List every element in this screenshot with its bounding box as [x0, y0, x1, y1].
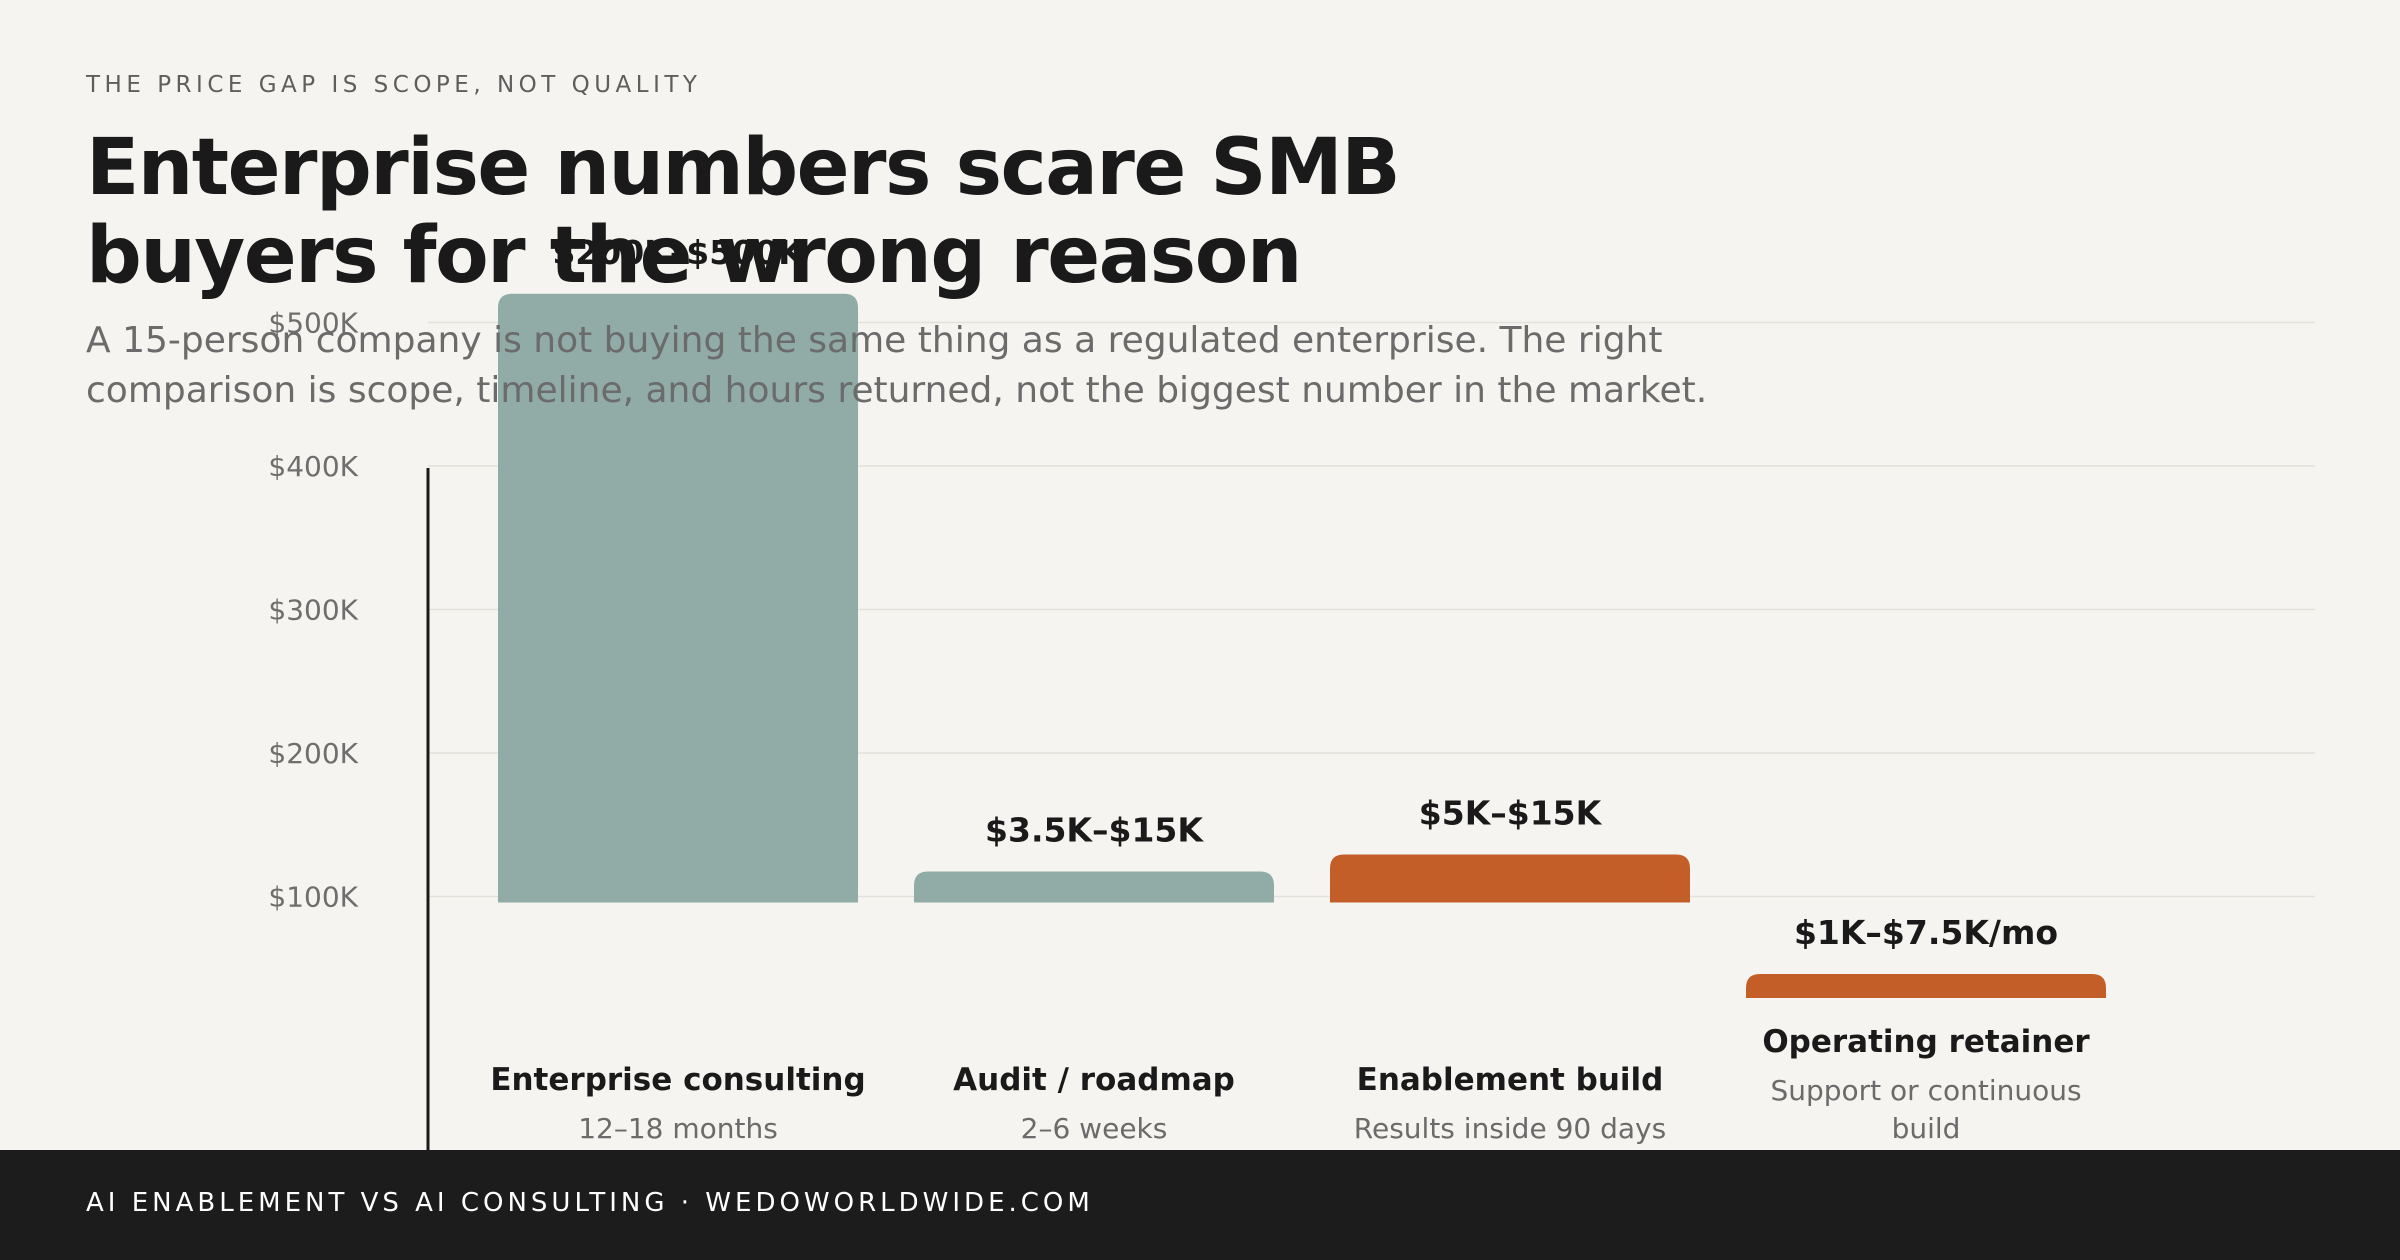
bar-3	[1330, 854, 1690, 903]
subtitle-line-2: comparison is scope, timeline, and hours…	[86, 370, 1708, 411]
bar-2	[914, 871, 1274, 903]
category-sublabel: build	[1892, 1112, 1961, 1145]
category-sublabel: Results inside 90 days	[1354, 1112, 1666, 1145]
value-label: $3.5K–$15K	[985, 811, 1204, 850]
bar-4	[1746, 974, 2106, 998]
category-sublabel: 2–6 weeks	[1021, 1112, 1168, 1145]
bar-1	[498, 293, 858, 903]
y-tick-label: $100K	[268, 881, 358, 914]
value-label: $1K–$7.5K/mo	[1794, 913, 2058, 952]
footer-text: AI ENABLEMENT VS AI CONSULTING · WEDOWOR…	[86, 1188, 1094, 1218]
y-tick-label: $200K	[268, 737, 358, 770]
price-comparison-chart: $500K $400K $300K $200K $100K $200K–$500K Ente…	[268, 233, 2315, 1150]
category-sublabel: 12–18 months	[578, 1112, 778, 1145]
page-title: Enterprise numbers scare SMB buyers for …	[86, 124, 1686, 300]
subtitle: A 15-person company is not buying the sa…	[86, 316, 1786, 416]
title-line-2: buyers for the wrong reason	[86, 211, 1302, 301]
category-label: Enterprise consulting	[490, 1062, 865, 1098]
category-label: Enablement build	[1357, 1062, 1664, 1098]
value-label: $200K–$500K	[552, 233, 805, 272]
y-tick-label: $400K	[268, 450, 358, 483]
footer-bar: AI ENABLEMENT VS AI CONSULTING · WEDOWOR…	[0, 1150, 2400, 1260]
value-label: $5K–$15K	[1419, 794, 1603, 833]
category-label: Audit / roadmap	[953, 1062, 1235, 1098]
y-tick-label: $300K	[268, 594, 358, 627]
subtitle-line-1: A 15-person company is not buying the sa…	[86, 320, 1663, 361]
y-tick-label: $500K	[268, 307, 358, 340]
title-line-1: Enterprise numbers scare SMB	[86, 123, 1401, 213]
category-label: Operating retainer	[1762, 1024, 2090, 1060]
category-sublabel: Support or continuous	[1770, 1074, 2081, 1107]
eyebrow-label: THE PRICE GAP IS SCOPE, NOT QUALITY	[86, 72, 702, 98]
